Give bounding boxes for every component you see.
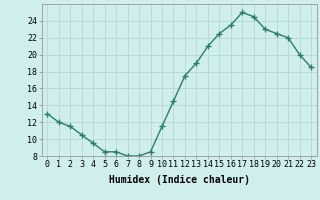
X-axis label: Humidex (Indice chaleur): Humidex (Indice chaleur) bbox=[109, 175, 250, 185]
